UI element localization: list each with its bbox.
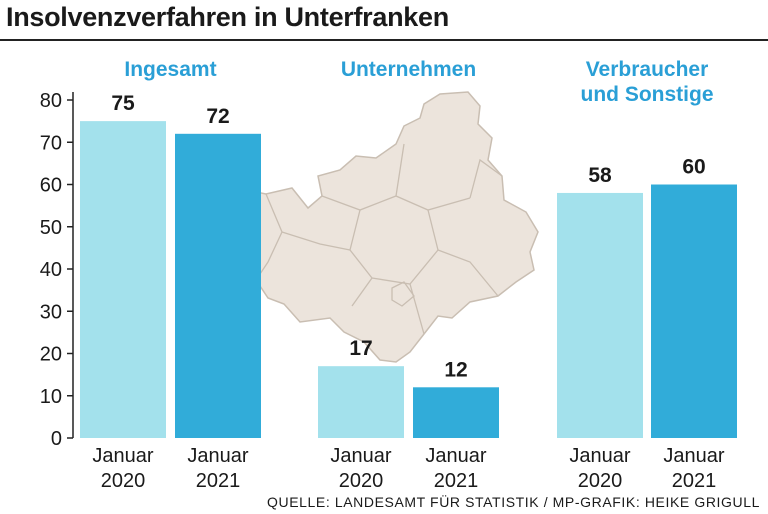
map-outline [235, 91, 539, 363]
x-category-label: 2020 [578, 470, 623, 492]
map-district-border [395, 143, 405, 197]
title-rule [0, 39, 768, 41]
x-category-label: Januar [187, 445, 248, 467]
x-category-label: 2021 [434, 470, 479, 492]
y-tick-label: 50 [40, 217, 62, 239]
map-district-border [391, 281, 415, 307]
bar-value-label: 75 [111, 92, 135, 115]
x-category-label: Januar [92, 445, 153, 467]
y-tick-label: 80 [40, 90, 62, 112]
bar [318, 366, 404, 438]
y-tick-label: 10 [40, 386, 62, 408]
y-tick-label: 70 [40, 132, 62, 154]
x-category-label: 2020 [339, 470, 384, 492]
bar-value-label: 12 [444, 358, 467, 381]
bar [413, 387, 499, 438]
x-category-label: Januar [569, 445, 630, 467]
y-tick-label: 30 [40, 301, 62, 323]
bar-value-label: 60 [682, 156, 705, 179]
bar [651, 184, 737, 438]
map-district-border [281, 231, 351, 251]
map-district-border [349, 209, 373, 307]
y-tick-label: 40 [40, 259, 62, 281]
map-district-border [255, 193, 283, 281]
bar [557, 192, 643, 438]
map-district-border [409, 283, 425, 335]
bar-value-label: 72 [206, 105, 229, 128]
y-axis: 0 10 20 30 40 50 60 70 80 [40, 90, 74, 450]
labels-layer: Ingesamt 75 Januar 2020 72 Januar 2021 Unterneh… [92, 58, 724, 492]
group-title: Ingesamt [124, 58, 216, 81]
group-title: und Sonstige [581, 83, 714, 106]
group-title: Unternehmen [341, 58, 476, 81]
bar [175, 133, 261, 439]
bars-layer [80, 121, 737, 439]
source-credit: QUELLE: LANDESAMT FÜR STATISTIK / MP-GRA… [267, 494, 760, 510]
x-category-label: 2021 [196, 470, 241, 492]
y-tick-label: 0 [51, 428, 62, 450]
unterfranken-map-background [235, 91, 539, 363]
y-tick-label: 20 [40, 344, 62, 366]
x-category-label: Januar [425, 445, 486, 467]
group-title: Verbraucher [586, 58, 709, 81]
map-district-border [427, 209, 499, 297]
bar [80, 121, 166, 438]
x-category-label: Januar [330, 445, 391, 467]
y-tick-label: 60 [40, 175, 62, 197]
bar-value-label: 17 [349, 337, 372, 360]
x-category-label: 2020 [101, 470, 146, 492]
bar-value-label: 58 [588, 164, 612, 187]
map-district-border [469, 158, 503, 199]
x-category-label: 2021 [672, 470, 717, 492]
chart-title: Insolvenzverfahren in Unterfranken [6, 2, 449, 32]
x-category-label: Januar [663, 445, 724, 467]
